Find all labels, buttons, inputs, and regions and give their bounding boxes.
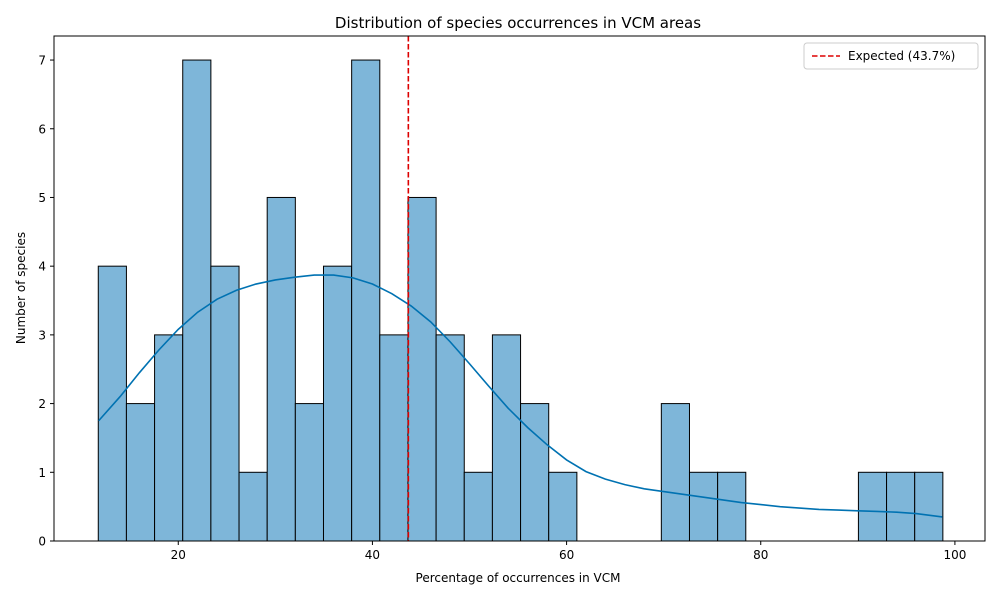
- x-axis-ticks: 20 40 60 80 100: [171, 541, 966, 562]
- histogram-bar: [520, 403, 550, 542]
- histogram-bar: [463, 471, 493, 542]
- y-tick-label: 4: [38, 260, 46, 274]
- histogram-bar: [717, 471, 747, 542]
- x-tick-label: 100: [943, 548, 966, 562]
- histogram-bar: [688, 471, 719, 542]
- histogram-bar: [182, 59, 212, 542]
- x-tick-label: 80: [753, 548, 768, 562]
- histogram-bar: [97, 265, 127, 542]
- histogram-bar: [351, 59, 381, 542]
- histogram-bar: [435, 334, 465, 542]
- plot-frame: [53, 35, 986, 542]
- chart-title: Distribution of species occurrences in V…: [335, 14, 701, 32]
- y-tick-label: 6: [38, 122, 46, 136]
- x-axis-label: Percentage of occurrences in VCM: [416, 571, 621, 585]
- bars-group: [97, 59, 944, 542]
- histogram-bar: [210, 265, 240, 542]
- x-tick-label: 40: [365, 548, 380, 562]
- y-axis-ticks: 0 1 2 3 4 5 6 7: [38, 54, 54, 549]
- legend-box: [803, 42, 979, 70]
- histogram-bar: [548, 471, 578, 542]
- x-tick-label: 20: [171, 548, 186, 562]
- kde-curve: [98, 274, 943, 518]
- histogram-bar: [322, 265, 353, 542]
- histogram-bar: [294, 403, 324, 542]
- histogram-bar: [886, 471, 916, 542]
- histogram-bar: [238, 471, 268, 542]
- y-tick-label: 0: [38, 535, 46, 549]
- histogram-bar: [407, 196, 437, 542]
- y-tick-label: 2: [38, 397, 46, 411]
- histogram-bar: [154, 334, 184, 542]
- histogram-bar: [857, 471, 888, 542]
- histogram-bar: [660, 403, 690, 542]
- y-tick-label: 7: [38, 54, 46, 68]
- histogram-bar: [491, 334, 522, 542]
- y-tick-label: 3: [38, 328, 46, 342]
- histogram-bar: [125, 403, 156, 542]
- x-tick-label: 60: [559, 548, 574, 562]
- histogram-bar: [914, 471, 944, 542]
- y-axis-label: Number of species: [14, 232, 28, 344]
- legend: Expected (43.7%): [803, 42, 979, 70]
- histogram-bar: [379, 334, 409, 542]
- y-tick-label: 1: [38, 466, 46, 480]
- legend-expected-label: Expected (43.7%): [848, 49, 955, 63]
- y-tick-label: 5: [38, 191, 46, 205]
- kde-group: [98, 274, 943, 518]
- histogram-bar: [266, 196, 296, 542]
